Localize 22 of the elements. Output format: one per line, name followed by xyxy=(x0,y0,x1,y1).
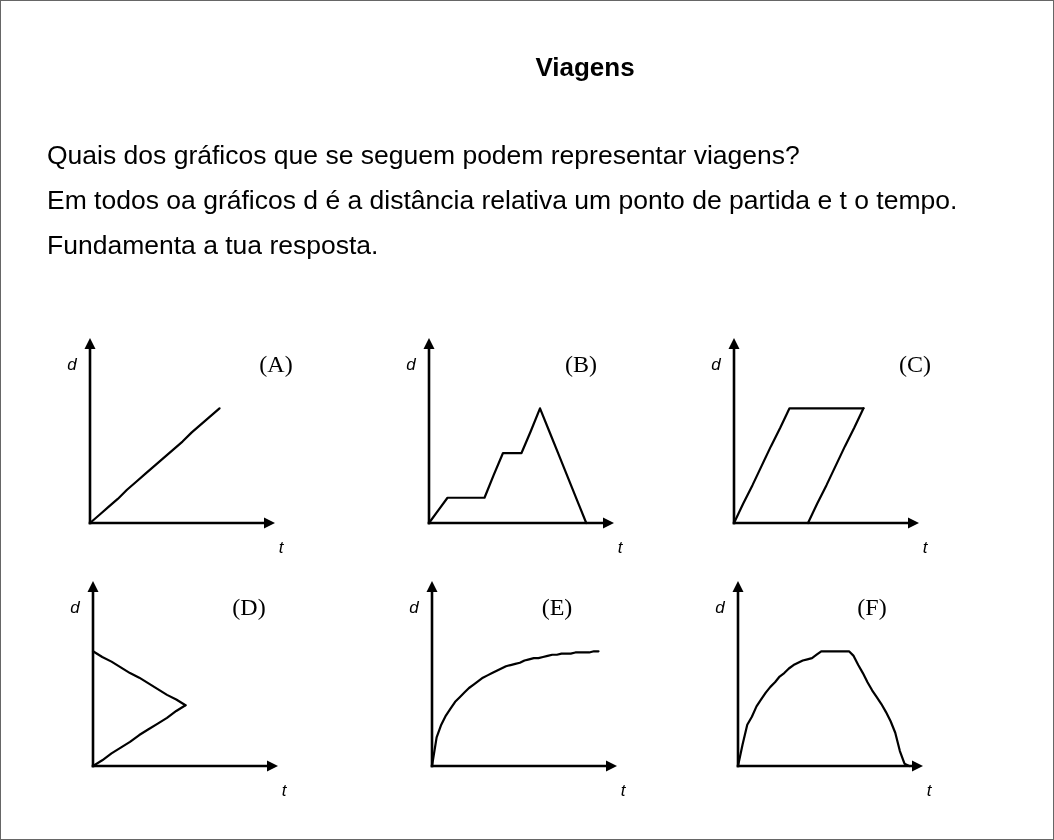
chart-title: (A) xyxy=(259,351,293,377)
text: Em todos oa gráficos d é a distância relativa um ponto de partida e t o tempo. xyxy=(47,185,958,215)
chart-title: (D) xyxy=(232,594,266,620)
y-axis-title: d xyxy=(715,598,726,617)
x-axis-title: t xyxy=(620,781,627,800)
chart-title: (E) xyxy=(541,594,573,620)
y-axis-title: d xyxy=(409,598,420,617)
text: Viagens xyxy=(535,52,635,82)
y-axis-title: d xyxy=(406,355,417,374)
x-axis-title: t xyxy=(278,538,285,557)
text: Quais dos gráficos que se seguem podem representar viagens? xyxy=(47,140,800,170)
text: Fundamenta a tua resposta. xyxy=(47,230,379,260)
x-axis-title: t xyxy=(922,538,929,557)
x-axis-title: t xyxy=(926,781,933,800)
y-axis-title: d xyxy=(70,598,81,617)
chart-title: (B) xyxy=(565,351,597,377)
x-axis-title: t xyxy=(617,538,624,557)
y-axis-title: d xyxy=(711,355,722,374)
y-axis-title: d xyxy=(67,355,78,374)
chart-title: (C) xyxy=(899,351,931,377)
chart-title: (F) xyxy=(857,594,887,620)
x-axis-title: t xyxy=(281,781,288,800)
